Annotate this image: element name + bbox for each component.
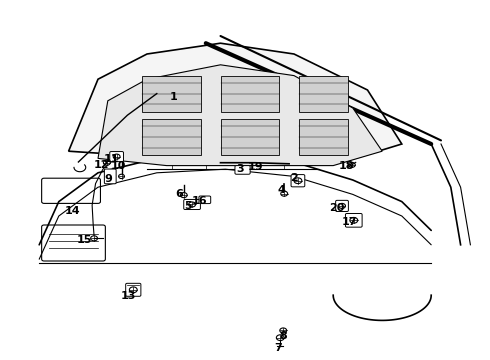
FancyBboxPatch shape [142, 119, 201, 155]
FancyBboxPatch shape [110, 152, 123, 162]
FancyBboxPatch shape [235, 166, 250, 174]
Circle shape [119, 174, 124, 179]
Text: 12: 12 [94, 160, 110, 170]
Text: 11: 11 [104, 154, 120, 164]
Text: 6: 6 [175, 189, 183, 199]
Text: 1: 1 [170, 92, 178, 102]
Circle shape [103, 160, 110, 165]
FancyBboxPatch shape [220, 119, 279, 155]
Circle shape [281, 191, 288, 196]
Text: 14: 14 [65, 206, 80, 216]
FancyBboxPatch shape [199, 196, 211, 204]
Text: 16: 16 [192, 196, 208, 206]
FancyBboxPatch shape [125, 283, 141, 296]
Text: 15: 15 [76, 235, 92, 246]
Text: 10: 10 [111, 161, 126, 171]
Circle shape [294, 178, 302, 184]
FancyBboxPatch shape [299, 119, 348, 155]
Text: 13: 13 [121, 291, 136, 301]
Circle shape [189, 202, 196, 207]
Circle shape [180, 193, 187, 198]
Circle shape [348, 162, 355, 167]
Circle shape [350, 217, 358, 223]
Text: 20: 20 [329, 203, 345, 213]
Circle shape [129, 287, 137, 293]
Circle shape [91, 236, 98, 241]
FancyBboxPatch shape [184, 199, 200, 210]
Text: 3: 3 [236, 164, 244, 174]
FancyBboxPatch shape [104, 169, 116, 184]
Text: 19: 19 [248, 162, 264, 172]
Polygon shape [98, 65, 382, 166]
FancyBboxPatch shape [336, 200, 348, 212]
FancyBboxPatch shape [220, 76, 279, 112]
Polygon shape [69, 43, 402, 162]
Text: 7: 7 [274, 343, 282, 354]
Circle shape [339, 203, 345, 208]
Text: 2: 2 [290, 173, 298, 183]
Text: 5: 5 [184, 201, 192, 211]
Text: 9: 9 [105, 174, 113, 184]
Text: 18: 18 [339, 161, 355, 171]
FancyBboxPatch shape [142, 76, 201, 112]
FancyBboxPatch shape [345, 213, 362, 227]
FancyBboxPatch shape [299, 76, 348, 112]
Circle shape [276, 335, 284, 341]
Circle shape [113, 154, 120, 159]
Text: 8: 8 [279, 330, 287, 341]
FancyBboxPatch shape [291, 175, 305, 187]
Text: 17: 17 [342, 217, 358, 228]
Text: 4: 4 [278, 185, 286, 195]
Circle shape [280, 328, 287, 333]
